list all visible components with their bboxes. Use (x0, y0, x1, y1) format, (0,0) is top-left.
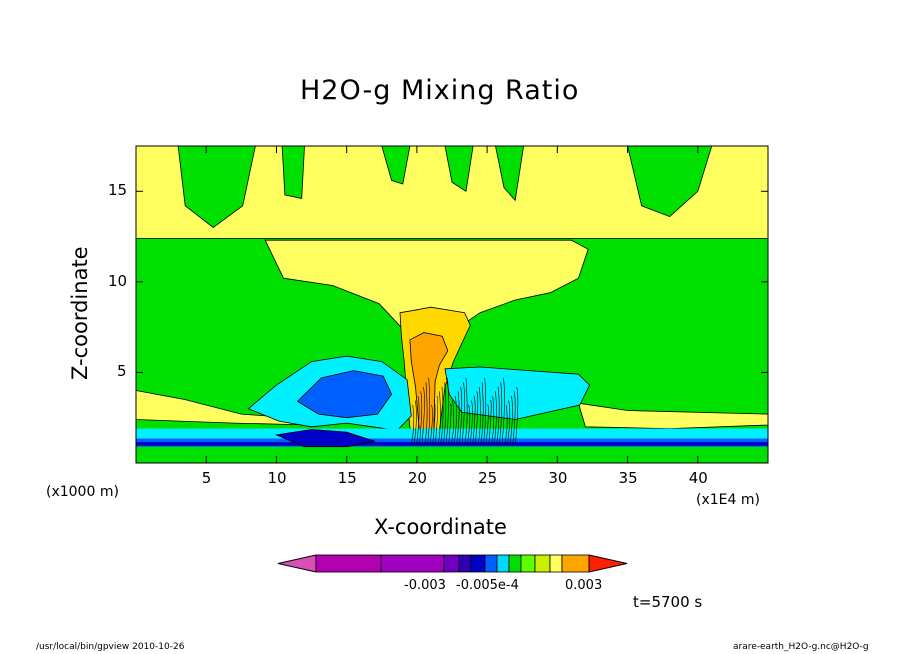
x-tick-label: 20 (407, 469, 427, 487)
contour-line (509, 395, 513, 445)
y-tick-label: 5 (117, 362, 127, 381)
contour-line (421, 386, 425, 445)
contour-line (427, 377, 431, 445)
colorbar-segment (496, 554, 510, 573)
colorbar-segment (534, 554, 551, 573)
contour-line (493, 391, 497, 445)
colorbar-arrow-left (277, 554, 317, 573)
contour-line (483, 377, 487, 445)
x-tick-label: 25 (478, 469, 498, 487)
colorbar-segment (549, 554, 563, 573)
x-tick-label: 5 (201, 469, 212, 487)
contour-line (461, 382, 465, 445)
contour-line (429, 404, 433, 445)
contour-line (472, 395, 476, 445)
x-tick-label: 35 (618, 469, 638, 487)
contour-turbulence (411, 377, 519, 445)
contour-line (424, 382, 428, 445)
colorbar-segment (458, 554, 472, 573)
contour-line (512, 391, 516, 445)
chart-title: H2O-g Mixing Ratio (300, 75, 580, 106)
colorbar-segment (484, 554, 498, 573)
contour-line (413, 400, 417, 445)
contour-line (504, 404, 508, 445)
contour-line (432, 400, 436, 445)
contour-blue-left (296, 370, 393, 419)
contour-line (480, 382, 484, 445)
colorbar-segment (561, 554, 590, 573)
contour-line (443, 382, 447, 445)
contour-band-darkblue (136, 442, 768, 446)
contour-line (453, 395, 457, 445)
contour-line (499, 382, 503, 445)
contour-line (445, 377, 449, 445)
colorbar-segment (315, 554, 382, 573)
y-tick-label: 10 (108, 271, 128, 290)
contour-line (419, 391, 423, 445)
x-axis-label: X-coordinate (374, 515, 507, 539)
colorbar-arrow-right (588, 554, 628, 573)
contour-line (451, 400, 455, 445)
y-tick-label: 15 (108, 181, 128, 200)
y-axis-label: Z-coordinate (68, 246, 92, 380)
contour-line (488, 400, 492, 445)
contour-line (469, 400, 473, 445)
contour-darkblue-pocket (274, 429, 375, 448)
contour-line (475, 391, 479, 445)
contour-line (515, 386, 519, 445)
contour-line (477, 386, 481, 445)
x-unit-label: (x1000 m) (46, 484, 119, 500)
contour-line (491, 395, 495, 445)
colorbar (277, 554, 628, 573)
colorbar-label: 0.003 (565, 578, 603, 593)
colorbar-segment (520, 554, 536, 573)
x-tick-label: 40 (688, 469, 708, 487)
footer-left: /usr/local/bin/gpview 2010-10-26 (36, 642, 185, 652)
contour-line (440, 386, 444, 445)
contour-fill (135, 145, 769, 463)
contour-line (448, 403, 452, 445)
contour-line (467, 404, 471, 445)
contour-line (437, 391, 441, 445)
contour-line (496, 386, 500, 445)
contour-line (456, 391, 460, 445)
contour-line (464, 377, 468, 445)
colorbar-label: -0.005e-4 (456, 578, 519, 593)
colorbar-label: -0.003 (404, 578, 446, 593)
colorbar-segment (380, 554, 445, 573)
y-ticks (136, 190, 768, 373)
contour-line (416, 395, 420, 445)
colorbar-segment (443, 554, 460, 573)
contour-line (459, 386, 463, 445)
x-tick-label: 15 (337, 469, 357, 487)
x-tick-label: 10 (267, 469, 287, 487)
contour-line (507, 400, 511, 445)
contour-cyan-right (444, 366, 591, 420)
colorbar-segment (470, 554, 486, 573)
contour-line (435, 395, 439, 445)
contour-band-cyan (136, 428, 768, 440)
x-ticks (205, 146, 699, 463)
timestamp: t=5700 s (633, 593, 703, 611)
footer-right: arare-earth_H2O-g.nc@H2O-g (733, 642, 869, 652)
y-unit-label: (x1E4 m) (696, 492, 760, 508)
contour-line (485, 404, 489, 445)
contour-line (501, 377, 505, 445)
plot-frame (135, 145, 769, 464)
contour-line (411, 404, 415, 445)
colorbar-segment (508, 554, 522, 573)
x-tick-label: 30 (548, 469, 568, 487)
